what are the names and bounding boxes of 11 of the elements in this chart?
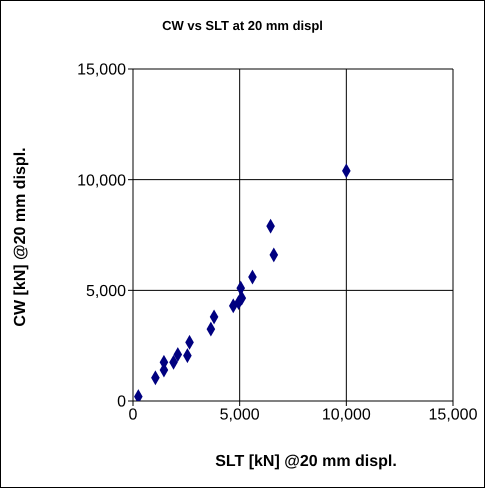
y-tick-label: 10,000 — [77, 172, 126, 190]
y-tick-label: 0 — [117, 394, 126, 411]
y-axis-title: CW [kN] @20 mm displ. — [12, 147, 30, 327]
chart-title: CW vs SLT at 20 mm displ — [161, 18, 324, 33]
x-tick-label: 5,000 — [220, 406, 260, 424]
y-tick-label: 5,000 — [86, 283, 126, 300]
x-tick-label: 10,000 — [322, 406, 371, 424]
x-tick-label: 0 — [128, 406, 138, 424]
x-axis-title: SLT [kN] @20 mm displ. — [214, 453, 398, 471]
y-tick-label: 15,000 — [77, 62, 126, 79]
x-tick-label: 15,000 — [428, 406, 478, 424]
